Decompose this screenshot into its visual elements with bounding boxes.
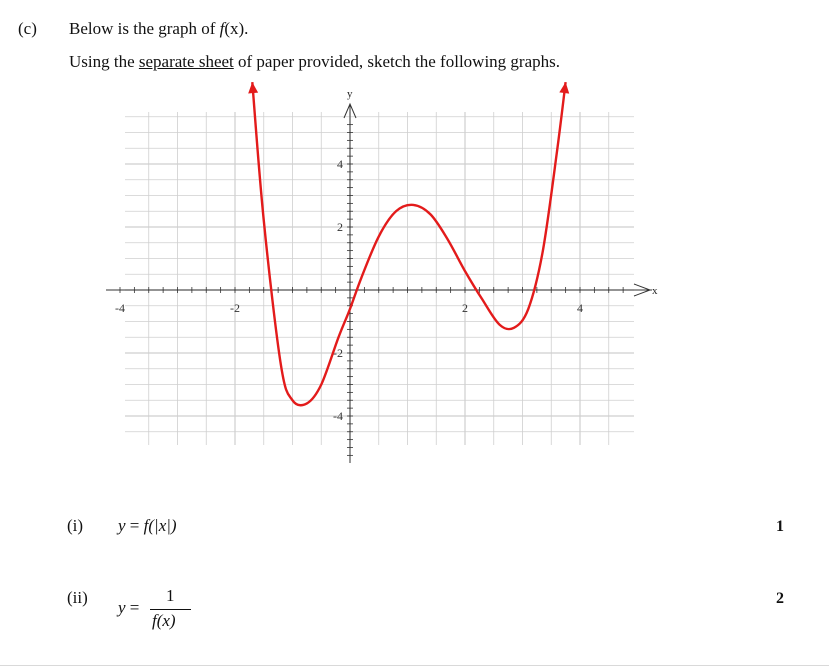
line1-arg: (x)	[224, 19, 245, 38]
line1-prefix: Below is the graph of	[69, 19, 220, 38]
curve-right-arrow-icon	[559, 82, 570, 94]
function-curve	[251, 81, 567, 407]
part-ii-lhs: y	[118, 598, 126, 617]
part-i-rhs: f(|x|)	[143, 516, 177, 535]
axes: xy	[106, 88, 658, 463]
x-axis-label: x	[652, 285, 658, 297]
y-tick-label: -2	[333, 346, 343, 360]
part-ii-marks: 2	[776, 590, 784, 607]
part-ii-lhs-group: y =	[118, 598, 139, 618]
line1-func: f	[219, 19, 225, 38]
question-line-2: Using the separate sheet of paper provid…	[69, 52, 560, 72]
x-tick-label: 4	[577, 301, 583, 315]
part-i-marks: 1	[776, 518, 784, 535]
bottom-divider	[0, 665, 829, 666]
y-axis-label: y	[347, 88, 353, 100]
y-tick-label: 2	[337, 220, 343, 234]
part-i-eq: =	[125, 516, 144, 535]
part-ii-eq: =	[125, 598, 140, 617]
line2-underlined: separate sheet	[138, 52, 234, 71]
part-i-equation: y = f(|x|)	[118, 516, 177, 536]
part-ii-numerator: 1	[166, 586, 175, 605]
x-tick-label: -4	[115, 301, 125, 315]
question-label: (c)	[18, 19, 37, 38]
curve-group	[248, 81, 570, 407]
grid	[125, 112, 634, 445]
ticks: -4 -2 2 4 4 2 -2 -4	[115, 124, 624, 456]
y-tick-label: -4	[333, 409, 343, 423]
part-i-lhs: y	[118, 516, 126, 535]
part-i-label: (i)	[67, 516, 84, 535]
x-tick-label: -2	[230, 301, 240, 315]
curve-left-arrow-icon	[248, 82, 259, 94]
x-tick-label: 2	[462, 301, 468, 315]
part-ii-denominator: f(x)	[152, 611, 176, 630]
y-axis-arrow	[343, 102, 357, 119]
line2-suffix: of paper provided, sketch the following …	[233, 52, 560, 71]
question-line-1: Below is the graph of f(x).	[69, 19, 248, 39]
y-tick-label: 4	[337, 157, 343, 171]
line2-prefix: Using the	[69, 52, 139, 71]
part-ii-label: (ii)	[67, 588, 88, 607]
fraction-bar	[150, 609, 191, 610]
x-axis-arrow	[633, 283, 652, 297]
line1-suffix: .	[244, 19, 249, 38]
